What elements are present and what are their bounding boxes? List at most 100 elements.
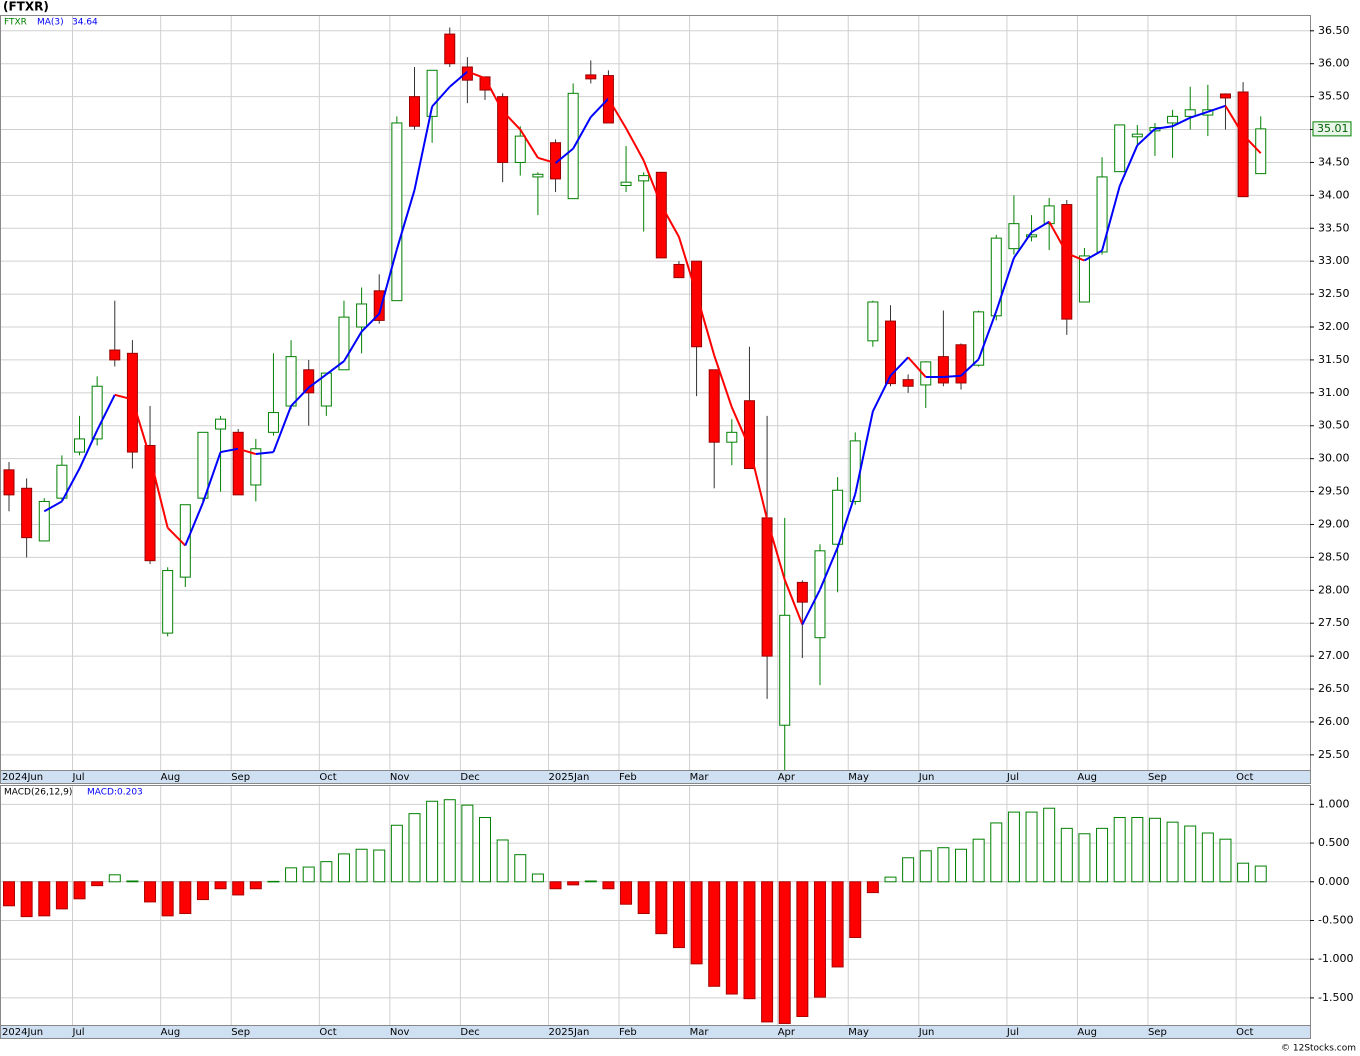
macd-bar (108, 874, 121, 883)
ma-segment (748, 447, 769, 520)
candle-body (391, 122, 403, 302)
candle-body (867, 301, 879, 342)
y-tick-label: 36.00 (1318, 57, 1350, 70)
candle-body (726, 431, 738, 443)
macd-bar (1096, 827, 1109, 883)
ma-segment (1242, 134, 1262, 154)
x-tick-label: May (848, 1027, 869, 1038)
macd-bar (373, 849, 386, 883)
candle-body (320, 372, 332, 407)
y-tick-label: 28.50 (1318, 550, 1350, 563)
x-tick-label: Apr (778, 1027, 796, 1038)
macd-bar (337, 853, 350, 883)
macd-bar (1113, 817, 1126, 883)
ma-segment (1189, 110, 1209, 119)
ma-segment (819, 547, 839, 591)
legend-ma-value: 34.64 (72, 18, 98, 28)
candle-body (356, 303, 368, 328)
macd-bar (866, 881, 879, 894)
ma-segment (660, 204, 680, 238)
x-tick-label: Sep (1148, 772, 1167, 783)
macd-bar (3, 881, 15, 907)
ma-segment (995, 257, 1015, 312)
macd-title: MACD(26,12,9) (4, 788, 72, 798)
candle-body (74, 438, 86, 453)
ma-segment (1118, 144, 1139, 187)
x-tick-label: 2025Jan (549, 1027, 590, 1038)
macd-bar (655, 881, 668, 935)
ma-segment (889, 356, 909, 377)
macd-bar (514, 854, 527, 883)
macd-bar (1184, 825, 1197, 883)
y-tick-label: 35.50 (1318, 90, 1350, 103)
candle-body (567, 92, 579, 200)
macd-bar (126, 880, 139, 883)
candle-body (197, 431, 209, 499)
candle-body (902, 379, 914, 387)
macd-bar (196, 881, 209, 901)
x-tick-label: 2024Jun (2, 772, 43, 783)
candle-body (1167, 115, 1179, 124)
macd-bar (690, 881, 703, 965)
x-tick-label: Oct (319, 1027, 336, 1038)
x-tick-label: Aug (1077, 772, 1097, 783)
y-tick-label: -0.500 (1318, 913, 1353, 926)
ma-segment (43, 500, 63, 513)
y-tick-label: -1.500 (1318, 991, 1353, 1004)
candle-body (479, 76, 491, 91)
macd-bar (91, 881, 104, 887)
ma-segment (431, 86, 451, 108)
candle-body (1043, 205, 1055, 225)
macd-bar (1131, 817, 1144, 883)
ma-segment (131, 399, 151, 458)
macd-bar (902, 857, 915, 883)
ma-segment (220, 447, 239, 454)
candle-body (1255, 128, 1267, 175)
candle-body (56, 464, 68, 499)
ma-segment (766, 518, 786, 581)
candle-body (920, 361, 932, 386)
macd-bar (55, 881, 68, 910)
ma-segment (360, 313, 380, 333)
macd-bar (496, 839, 509, 883)
macd-bar (919, 850, 932, 883)
candle-body (373, 290, 385, 321)
candle-body (514, 135, 526, 163)
x-tick-label: Apr (778, 772, 796, 783)
macd-bar (778, 881, 791, 1024)
y-tick-label: 26.00 (1318, 715, 1350, 728)
macd-bar (214, 881, 227, 890)
x-tick-label: Oct (1236, 1027, 1253, 1038)
candle-body (814, 550, 826, 639)
x-tick-label: Jul (72, 772, 85, 783)
candle-body (285, 356, 297, 407)
ma-segment (537, 156, 556, 165)
candle-body (532, 173, 544, 178)
ma-segment (308, 373, 327, 389)
candle-body (215, 418, 227, 430)
candle-body (1078, 255, 1090, 303)
y-tick-label: 29.00 (1318, 517, 1350, 530)
ma-segment (343, 331, 363, 362)
y-tick-label: 27.00 (1318, 649, 1350, 662)
x-tick-label: Sep (231, 772, 250, 783)
candle-body (338, 316, 350, 371)
macd-value-label: MACD:0.203 (87, 788, 143, 798)
candle-body (1219, 93, 1231, 99)
legend-symbol: FTXR (4, 18, 27, 28)
x-tick-label: Feb (619, 772, 637, 783)
macd-bar (320, 861, 333, 883)
x-tick-label: Mar (690, 772, 710, 783)
macd-bar (602, 881, 615, 890)
macd-bar (1219, 838, 1232, 883)
ma-segment (1101, 185, 1121, 251)
macd-bar (708, 881, 721, 987)
macd-bar (144, 881, 157, 903)
x-tick-label: Nov (390, 1027, 410, 1038)
y-tick-label: 30.00 (1318, 452, 1350, 465)
x-tick-label: Dec (460, 1027, 479, 1038)
candle-body (1061, 204, 1073, 320)
y-tick-label: -1.000 (1318, 952, 1353, 965)
macd-bar (1043, 807, 1056, 883)
